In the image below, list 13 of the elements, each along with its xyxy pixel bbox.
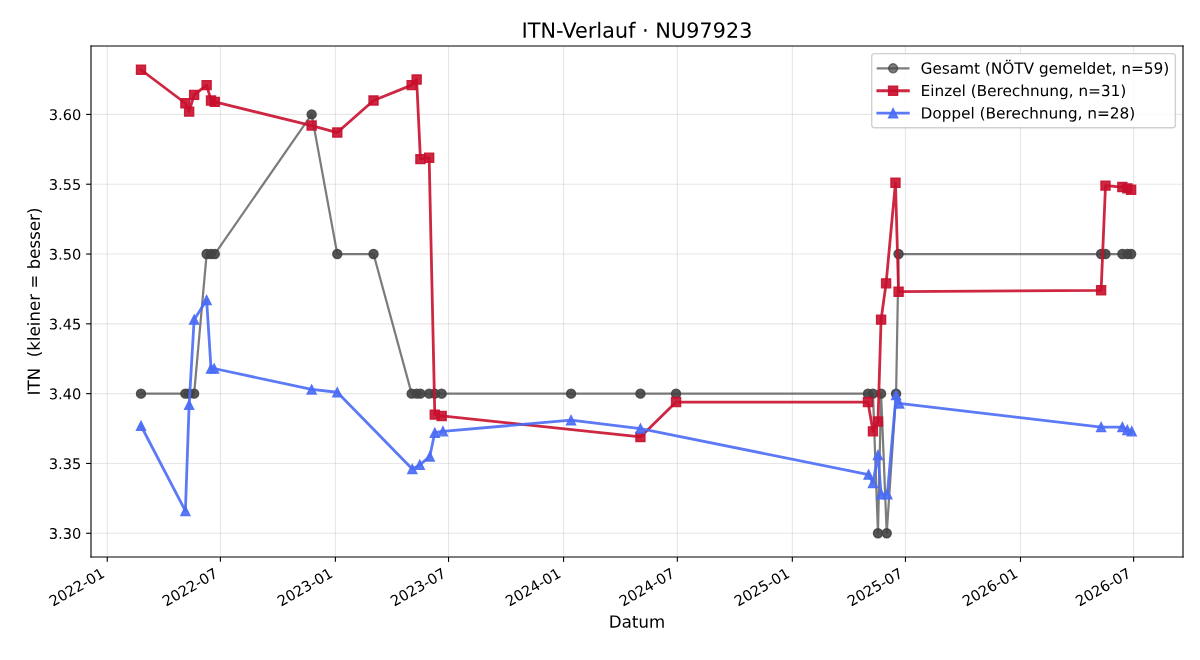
y-tick-label: 3.40 (49, 388, 81, 400)
legend-label: Doppel (Berechnung, n=28) (922, 106, 1134, 122)
y-tick-label: 3.35 (49, 458, 80, 470)
y-axis-title: ITN (kleiner = besser) (27, 209, 42, 394)
chart-title: ITN-Verlauf · NU97923 (523, 21, 751, 38)
y-tick-label: 3.50 (49, 248, 81, 260)
legend-label: Einzel (Berechnung, n=31) (922, 84, 1125, 100)
legend-label: Gesamt (NÖTV gemeldet, n=59) (921, 59, 1168, 77)
y-tick-label: 3.30 (49, 527, 81, 540)
x-axis-title: Datum (610, 615, 664, 628)
y-tick-label: 3.45 (49, 318, 80, 330)
y-tick-label: 3.60 (49, 109, 81, 121)
y-tick-label: 3.55 (49, 178, 80, 190)
